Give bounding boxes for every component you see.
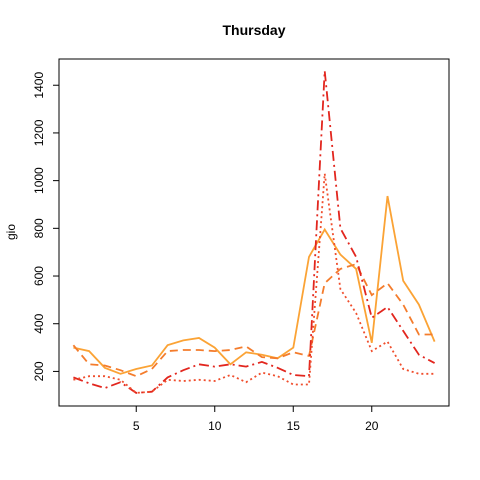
x-tick-label: 5	[133, 419, 140, 433]
y-axis: 200 400 600 800 1000 1200 1400	[32, 72, 59, 381]
y-tick-label: 1000	[32, 167, 46, 194]
x-tick-label: 20	[365, 419, 379, 433]
series-line-2	[72, 263, 435, 378]
plot-frame	[58, 58, 450, 407]
x-tick-label: 10	[208, 419, 222, 433]
y-tick-label: 800	[32, 218, 46, 238]
y-axis-label: gio	[4, 224, 18, 240]
series-line-1	[73, 195, 436, 375]
x-axis: 5 10 15 20	[133, 406, 379, 433]
y-tick-label: 400	[32, 313, 46, 333]
y-tick-label: 1200	[32, 119, 46, 146]
y-tick-label: 200	[32, 361, 46, 381]
y-tick-label: 1400	[32, 72, 46, 99]
y-tick-label: 600	[32, 266, 46, 286]
x-tick-label: 15	[287, 419, 301, 433]
series-line-3	[73, 70, 436, 394]
chart-title: Thursday	[222, 22, 285, 38]
series-group	[72, 70, 436, 394]
series-line-4	[73, 173, 435, 394]
